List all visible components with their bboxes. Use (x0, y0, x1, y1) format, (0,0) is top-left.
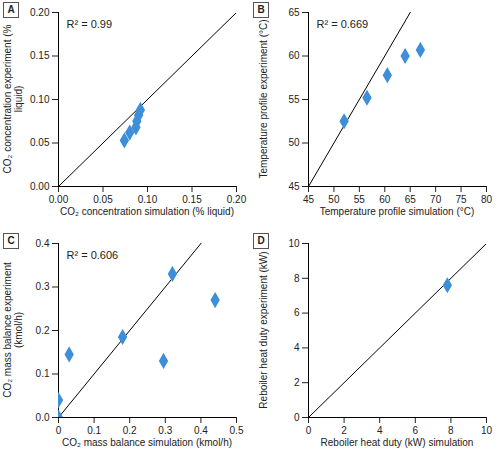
svg-text:65: 65 (405, 194, 417, 205)
html-text:Reboiler heat duty experiment: Reboiler heat duty experiment (kW) (257, 251, 269, 409)
svg-text:0.10: 0.10 (138, 194, 158, 205)
svg-text:45: 45 (303, 194, 315, 205)
svg-text:2: 2 (341, 425, 347, 436)
svg-text:0.3: 0.3 (158, 425, 172, 436)
html-text:B: B (257, 4, 265, 15)
svg-text:0.10: 0.10 (30, 94, 50, 105)
svg-text:4: 4 (377, 425, 383, 436)
html-text:Temperature profile simulation: Temperature profile simulation (°C) (319, 206, 475, 217)
svg-text:55: 55 (354, 194, 366, 205)
svg-text:70: 70 (430, 194, 442, 205)
svg-text:0.2: 0.2 (36, 325, 50, 336)
svg-text:0.5: 0.5 (230, 425, 244, 436)
svg-text:10: 10 (288, 238, 300, 249)
svg-text:0.15: 0.15 (182, 194, 202, 205)
svg-text:0: 0 (306, 425, 312, 436)
svg-text:55: 55 (288, 94, 300, 105)
html-text:CO₂ mass balance simulation (k: CO₂ mass balance simulation (kmol/h) (62, 437, 232, 448)
html-text:C: C (7, 235, 15, 246)
svg-text:0.4: 0.4 (36, 238, 50, 249)
svg-text:0.20: 0.20 (30, 7, 50, 18)
html-text:D: D (257, 235, 265, 246)
svg-text:0.05: 0.05 (30, 137, 50, 148)
svg-text:45: 45 (288, 181, 300, 192)
svg-text:8: 8 (294, 273, 300, 284)
html-text:CO₂ mass balance experiment (k: CO₂ mass balance experiment (kmol/h) (2, 262, 24, 398)
svg-text:60: 60 (288, 50, 300, 61)
svg-text:0.15: 0.15 (30, 50, 50, 61)
svg-text:4: 4 (294, 342, 300, 353)
svg-text:0.00: 0.00 (49, 194, 69, 205)
svg-text:R² = 0.669: R² = 0.669 (317, 18, 369, 30)
svg-text:R² = 0.606: R² = 0.606 (67, 249, 119, 261)
svg-text:75: 75 (456, 194, 468, 205)
svg-text:50: 50 (328, 194, 340, 205)
svg-text:0: 0 (294, 412, 300, 423)
svg-text:R² = 0.99: R² = 0.99 (67, 18, 113, 30)
html-text:Temperature profile experiment: Temperature profile experiment (°C) (257, 19, 269, 179)
svg-text:0: 0 (56, 425, 62, 436)
svg-text:0.2: 0.2 (123, 425, 137, 436)
svg-text:6: 6 (413, 425, 419, 436)
svg-text:0.4: 0.4 (194, 425, 208, 436)
html-text:Reboiler heat duty (kW) simula: Reboiler heat duty (kW) simulation (320, 437, 474, 448)
svg-text:0.1: 0.1 (87, 425, 101, 436)
html-text:CO₂ concentration experiment (: CO₂ concentration experiment (% liquid) (2, 24, 24, 174)
svg-text:6: 6 (294, 307, 300, 318)
svg-text:50: 50 (288, 137, 300, 148)
svg-text:8: 8 (448, 425, 454, 436)
svg-text:0.05: 0.05 (93, 194, 113, 205)
svg-text:0.00: 0.00 (30, 181, 50, 192)
svg-text:0.1: 0.1 (36, 368, 50, 379)
svg-text:65: 65 (288, 7, 300, 18)
svg-text:10: 10 (481, 425, 493, 436)
html-text:CO₂ concentration simulation (: CO₂ concentration simulation (% liquid) (60, 206, 234, 217)
svg-text:0.0: 0.0 (36, 412, 50, 423)
html-text:A: A (7, 4, 15, 15)
svg-text:80: 80 (481, 194, 493, 205)
svg-text:2: 2 (294, 377, 300, 388)
svg-text:0.20: 0.20 (227, 194, 247, 205)
svg-text:0.3: 0.3 (36, 281, 50, 292)
svg-text:60: 60 (379, 194, 391, 205)
